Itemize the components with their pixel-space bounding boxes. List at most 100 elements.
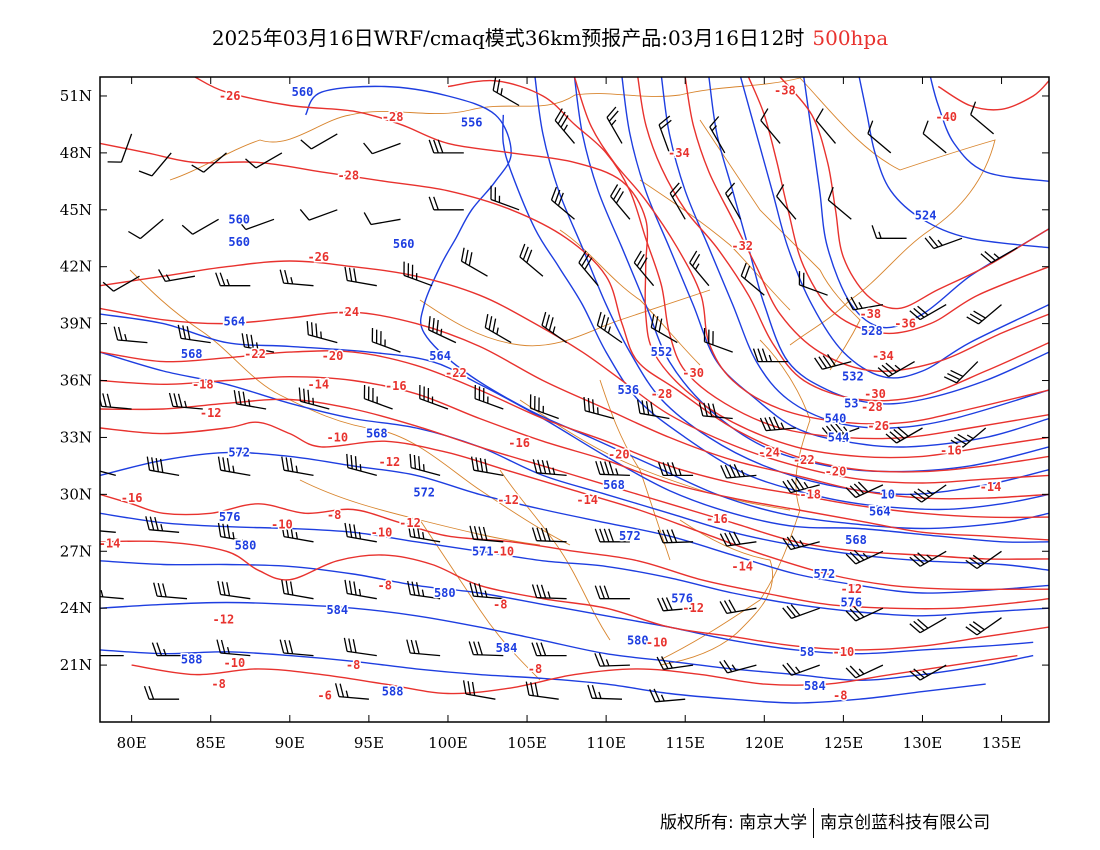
temperature-label: -14 — [731, 559, 753, 573]
geopotential-label: 560 — [228, 212, 250, 226]
temperature-contour--12 — [100, 421, 1049, 591]
wind-barb — [469, 525, 504, 543]
wind-barb — [965, 617, 1002, 636]
wind-barb — [867, 120, 892, 154]
wind-barb — [814, 354, 852, 370]
temperature-contour--36 — [747, 77, 1049, 335]
geopotential-label: 584 — [496, 641, 518, 655]
wind-barb — [279, 639, 314, 657]
temperature-label: -34 — [668, 146, 690, 160]
wind-barb — [606, 106, 623, 144]
temperature-label: -12 — [213, 613, 235, 627]
geopotential-label: 588 — [382, 685, 404, 699]
wind-barb — [428, 139, 464, 154]
wind-barb — [419, 384, 449, 410]
wind-barb — [181, 218, 219, 235]
y-tick-label: 27N — [60, 542, 92, 560]
national-border — [169, 77, 801, 181]
temperature-label: -16 — [940, 444, 962, 458]
wind-barb — [720, 464, 757, 479]
temperature-contour--32 — [637, 77, 1049, 402]
geopotential-label: 532 — [842, 370, 864, 384]
geopotential-label: 572 — [413, 486, 435, 500]
wind-barb — [469, 582, 504, 600]
wind-barb — [965, 550, 1002, 570]
wind-barb — [460, 247, 488, 277]
geopotential-contour-576 — [100, 512, 1049, 617]
chart-title: 2025年03月16日WRF/cmaq模式36km预报产品:03月16日12时 5… — [0, 22, 1100, 51]
wind-barb — [407, 522, 441, 543]
geopotential-label: 580 — [434, 586, 456, 600]
geopotential-label: 564 — [224, 315, 246, 329]
copyright-owner: 版权所有: 南京大学 — [660, 813, 808, 833]
wind-barb — [215, 272, 251, 287]
wind-barb — [532, 459, 567, 477]
temperature-label: -16 — [385, 379, 407, 393]
temperature-contour--34 — [684, 77, 1049, 373]
wind-barb — [656, 656, 694, 670]
copyright-footer: 版权所有: 南京大学 南京创蓝科技有限公司 — [660, 808, 990, 838]
temperature-label: -8 — [346, 658, 360, 672]
wind-barb — [725, 182, 742, 220]
temperature-label: -8 — [377, 578, 391, 592]
geopotential-label: 528 — [861, 324, 883, 338]
wind-barb — [407, 580, 441, 600]
wind-barb — [279, 269, 314, 287]
province-border — [599, 379, 671, 561]
wind-barb — [759, 416, 796, 432]
geopotential-label: 564 — [429, 349, 451, 363]
x-tick-label: 130E — [903, 734, 943, 752]
wind-barb — [658, 115, 672, 154]
wind-barb — [943, 361, 979, 384]
province-border — [419, 289, 711, 347]
wind-barb — [428, 196, 464, 211]
province-border — [419, 519, 541, 681]
wind-barb — [782, 662, 820, 676]
wind-barb — [334, 683, 369, 700]
wind-barb — [525, 681, 559, 700]
temperature-label: -26 — [307, 250, 329, 264]
wind-barb — [594, 585, 630, 600]
wind-barb — [698, 402, 733, 420]
wind-barb — [531, 584, 567, 600]
geopotential-contour-520 — [929, 77, 1049, 182]
wind-barbs — [100, 77, 1018, 703]
wind-barb — [344, 522, 377, 543]
wind-barb — [610, 184, 631, 220]
geopotential-label: 560 — [393, 237, 415, 251]
geopotential-contour-584 — [100, 601, 1034, 682]
temperature-contour--24 — [100, 142, 1049, 473]
y-tick-label: 30N — [60, 485, 92, 503]
temperature-label: -30 — [682, 366, 704, 380]
wind-barb — [281, 522, 314, 543]
temperature-label: -6 — [317, 688, 331, 702]
geopotential-label: 568 — [366, 427, 388, 441]
longitude-axis: 80E 85E 90E 95E 100E 105E 110E 115E 120E 125E 130E… — [117, 77, 1021, 752]
wind-barb — [519, 243, 544, 277]
temperature-label: -22 — [244, 347, 266, 361]
geopotential-label: 560 — [228, 235, 250, 249]
temperature-label: -28 — [861, 400, 883, 414]
wind-barb — [798, 271, 828, 296]
wind-barb — [924, 235, 963, 250]
temperature-label: -8 — [833, 688, 847, 702]
geopotential-contour-560 — [304, 85, 1049, 530]
temperature-label: -12 — [379, 455, 401, 469]
wind-barb — [217, 522, 251, 543]
wind-barb — [760, 108, 781, 144]
wind-barb — [782, 604, 820, 620]
wind-barb — [168, 392, 203, 410]
temperature-label: -10 — [326, 430, 348, 444]
temperature-contour--22 — [100, 260, 1049, 484]
wind-barb — [657, 462, 694, 477]
wind-barb — [595, 461, 630, 477]
temperature-contour--8 — [100, 540, 1049, 651]
temperature-contour--26 — [194, 77, 1049, 459]
wind-barb — [596, 311, 623, 344]
wind-barb — [541, 311, 567, 344]
wind-barb — [719, 659, 757, 674]
geopotential-label: 540 — [825, 412, 847, 426]
wind-barb — [782, 535, 820, 551]
wind-barb — [100, 393, 132, 410]
temperature-label: -12 — [200, 406, 222, 420]
